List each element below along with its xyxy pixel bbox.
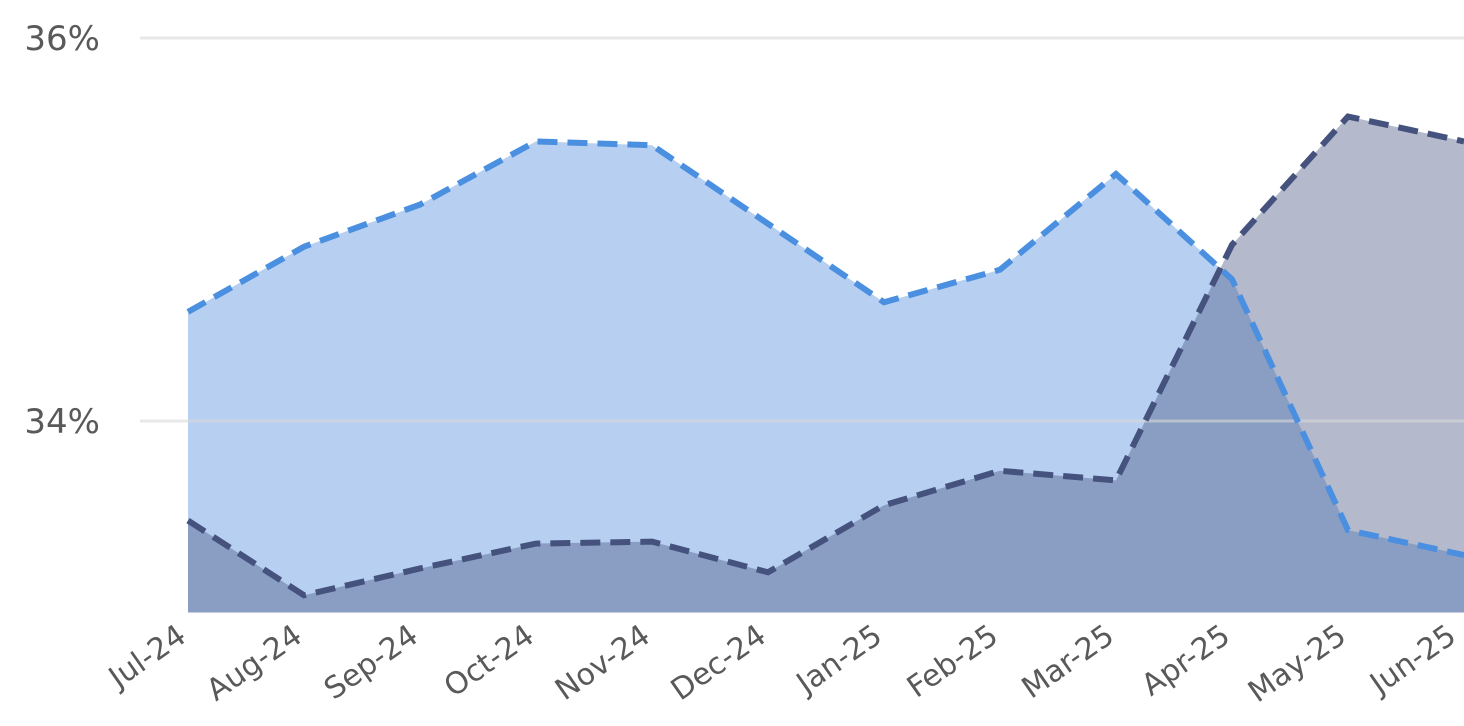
x-tick-label: Jul-24 bbox=[101, 618, 193, 697]
x-tick-label: Sep-24 bbox=[318, 618, 425, 707]
x-tick-label: Nov-24 bbox=[549, 618, 657, 708]
x-tick-label: Feb-25 bbox=[901, 618, 1005, 705]
x-tick-label: Dec-24 bbox=[665, 618, 773, 708]
x-tick-label: Mar-25 bbox=[1016, 618, 1121, 706]
x-tick-label: Oct-24 bbox=[438, 618, 541, 705]
y-tick-label: 34% bbox=[24, 402, 100, 442]
line bbox=[186, 113, 1464, 599]
y-tick-label: 36% bbox=[24, 19, 100, 59]
x-tick-label: Jun-25 bbox=[1362, 618, 1462, 703]
x-tick-label: Aug-24 bbox=[200, 618, 308, 708]
x-tick-label: Jan-25 bbox=[789, 618, 889, 702]
area bbox=[188, 141, 1464, 613]
area bbox=[188, 116, 1464, 613]
x-tick-label: Apr-25 bbox=[1135, 618, 1236, 703]
x-tick-label: May-25 bbox=[1242, 618, 1353, 710]
